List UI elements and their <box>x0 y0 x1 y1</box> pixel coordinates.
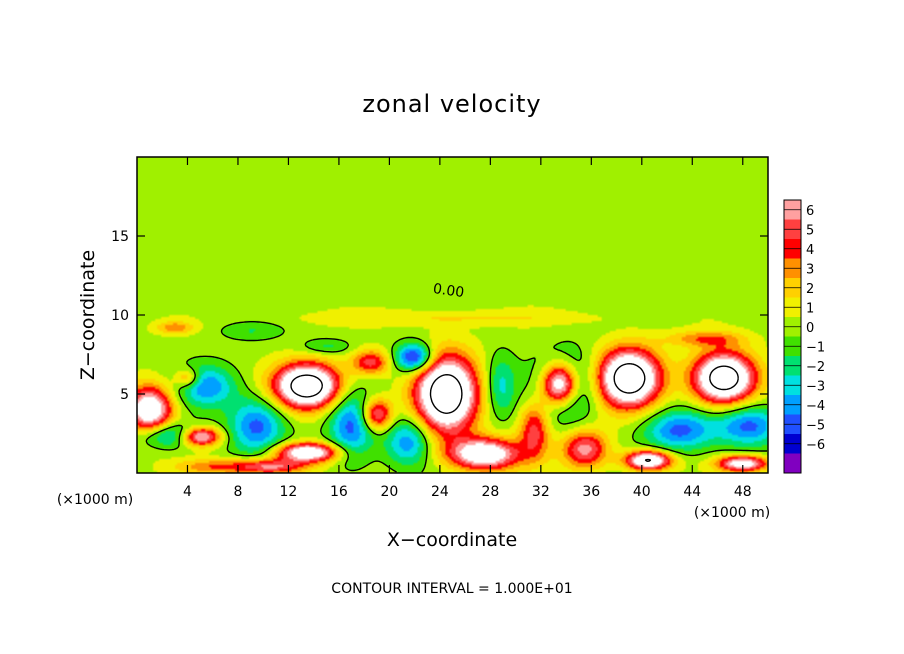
x-axis: 4 8 12 16 20 24 28 32 36 40 44 48 <box>183 157 752 500</box>
colorbar-tick-label: 3 <box>806 262 814 277</box>
x-tick-label: 16 <box>330 484 348 500</box>
contour-zero <box>145 321 767 473</box>
x-tick-label: 36 <box>582 484 600 500</box>
y-axis-label: Z−coordinate <box>77 250 99 380</box>
contour-lines <box>145 321 767 473</box>
colorbar-tick-label: 2 <box>806 282 814 297</box>
contour-positive <box>290 363 739 462</box>
y-tick-label: 5 <box>120 387 129 403</box>
x-tick-label: 12 <box>280 484 298 500</box>
plot-area: 0.00 <box>136 156 769 474</box>
y-tick-label: 10 <box>111 308 129 324</box>
chart-title: zonal velocity <box>362 90 541 118</box>
colorbar-tick-label: 5 <box>806 223 814 238</box>
colorbar-tick-label: −4 <box>806 399 825 414</box>
x-tick-label: 40 <box>633 484 651 500</box>
heatmap-image <box>137 157 768 473</box>
x-tick-label: 32 <box>532 484 550 500</box>
y-axis: 5 10 15 <box>111 229 768 403</box>
x-tick-label: 4 <box>183 484 192 500</box>
colorbar-tick-label: −5 <box>806 418 825 433</box>
colorbar-frame <box>783 199 802 474</box>
x-tick-label: 28 <box>481 484 499 500</box>
colorbar-tick-label: −2 <box>806 360 825 375</box>
colorbar-tick-label: 1 <box>806 301 814 316</box>
colorbar-tick-label: −3 <box>806 379 825 394</box>
x-tick-label: 20 <box>380 484 398 500</box>
colorbar: 6 5 4 3 2 1 0 −1 −2 −3 −4 −5 −6 <box>783 199 825 474</box>
x-tick-label: 44 <box>683 484 701 500</box>
contour-label: 0.00 <box>432 281 465 301</box>
colorbar-tick-label: 0 <box>806 321 814 336</box>
x-axis-label: X−coordinate <box>387 529 517 551</box>
colorbar-swatch <box>784 453 801 474</box>
colorbar-tick-label: 6 <box>806 204 814 219</box>
x-unit-left: (×1000 m) <box>57 492 133 508</box>
contour-interval-note: CONTOUR INTERVAL = 1.000E+01 <box>331 581 572 597</box>
x-tick-label: 24 <box>431 484 449 500</box>
x-unit-right: (×1000 m) <box>694 505 770 521</box>
y-tick-label: 15 <box>111 229 129 245</box>
x-tick-label: 8 <box>233 484 242 500</box>
colorbar-tick-label: 4 <box>806 243 814 258</box>
x-tick-label: 48 <box>734 484 752 500</box>
colorbar-tick-label: −6 <box>806 438 825 453</box>
colorbar-tick-label: −1 <box>806 340 825 355</box>
